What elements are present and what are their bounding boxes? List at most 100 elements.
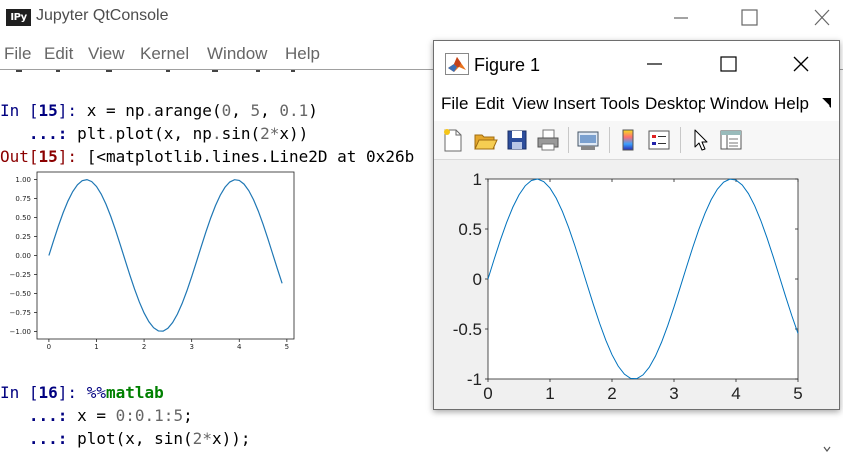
code-token: plot(x, sin( [67,429,193,448]
code-token: x = [67,406,116,425]
colorbar-icon[interactable] [615,127,641,153]
menu-file[interactable]: File [4,44,32,63]
fig-menu-edit[interactable]: Edit [475,94,505,113]
prompt-out-number: 15 [38,147,58,166]
menu-view[interactable]: View [88,44,125,63]
cell-magic-name: matlab [105,383,164,402]
legend-icon[interactable] [646,127,672,153]
code-token: x = np [77,101,145,120]
x-tick-label: 3 [189,343,193,351]
fig-menu-tools[interactable]: Tools [600,94,640,113]
code-token: , [231,101,251,120]
figure-title: Figure 1 [474,55,541,75]
x-tick-label: 2 [607,384,616,403]
fig-menu-insert[interactable]: Insert [553,94,596,113]
x-tick-label: 1 [94,343,98,351]
y-tick-label: 0.00 [15,252,31,260]
open-file-icon[interactable] [472,127,498,153]
code-number: 0.1 [279,101,309,120]
matlab-logo-icon [445,53,469,75]
link-plot-icon[interactable] [575,127,601,153]
code-operator: * [269,124,280,143]
plot-axes-frame [36,171,295,340]
prompt-out-close: ]: [57,147,78,166]
code-token: arange( [154,101,222,120]
qtconsole-titlebar[interactable]: IPy Jupyter QtConsole [0,0,843,36]
continuation-line[interactable]: ...: plt.plot(x, np.sin(2*x)) [0,124,308,144]
code-token: . [144,101,155,120]
fig-menu-help[interactable]: Help [774,94,809,113]
close-icon [793,56,809,72]
x-tick-label: 0 [483,384,492,403]
x-tick-label: 5 [793,384,802,403]
matlab-figure-canvas[interactable]: -1 -0.5 0 0.5 1 0 1 2 3 4 5 [434,160,839,409]
y-tick-label: 0.5 [458,220,482,239]
property-inspector-icon[interactable] [718,127,744,153]
input-line[interactable]: In [16]: %%matlab [0,383,164,403]
ipython-icon: IPy [6,9,31,26]
close-button[interactable] [798,4,843,32]
fig-menu-window[interactable]: Window [710,94,768,113]
menu-edit[interactable]: Edit [44,44,74,63]
continuation-line[interactable]: ...: x = 0:0.1:5; [0,406,193,426]
prompt-continuation: ...: [0,124,68,143]
menu-kernel[interactable]: Kernel [140,44,190,63]
close-button[interactable] [781,50,821,78]
new-figure-icon[interactable] [440,127,466,153]
y-tick-label: -0.5 [453,320,482,339]
x-tick-label: 1 [545,384,554,403]
series-line [48,178,283,332]
minimize-icon [647,63,662,65]
save-icon[interactable] [504,127,530,153]
figure-titlebar[interactable]: Figure 1 [434,41,839,87]
toolbar-separator [568,127,569,153]
menu-overflow-icon[interactable] [819,96,833,110]
code-number: 5 [250,101,261,120]
output-text: [<matplotlib.lines.Line2D at 0x26b [77,147,415,166]
maximize-button[interactable] [726,4,772,32]
print-icon[interactable] [535,127,561,153]
toolbar-separator [609,127,610,153]
prompt-in: In [ [0,383,39,402]
menu-separator [0,69,843,70]
fig-menu-file[interactable]: File [441,94,469,113]
y-tick-label: 1 [473,170,482,189]
continuation-line[interactable]: ...: plot(x, sin(2*x)); [0,429,251,449]
fig-menu-desktop[interactable]: Desktop [645,94,705,113]
scroll-down-arrow-icon[interactable] [823,445,831,453]
code-number: 0.1 [134,406,164,425]
code-number: 2 [260,124,270,143]
matplotlib-inline-plot: −1.00 −0.75 −0.50 −0.25 0.00 0.25 0.50 0.75 1.00… [10,171,295,351]
fig-menu-view[interactable]: View [512,94,549,113]
code-operator: * [202,429,212,448]
y-tick-label: −1.00 [10,328,31,336]
matlab-figure-window: Figure 1 File Edit View Insert Tools Des… [433,40,840,410]
input-line[interactable]: In [15]: x = np.arange(0, 5, 0.1) [0,101,318,121]
minimize-button[interactable] [658,4,704,32]
code-number: 0 [115,406,126,425]
prompt-out: Out[ [0,147,39,166]
menu-help[interactable]: Help [285,44,320,63]
menu-window[interactable]: Window [207,44,268,63]
close-icon [814,9,830,26]
code-token: , [260,101,280,120]
maximize-button[interactable] [708,50,748,78]
toolbar-separator [680,127,681,153]
prompt-continuation: ...: [0,429,68,448]
x-tick-label: 2 [142,343,146,351]
maximize-icon [720,56,737,72]
code-token: x)); [211,429,251,448]
minimize-icon [674,17,688,19]
y-tick-label: 0 [473,270,482,289]
minimize-button[interactable] [634,50,674,78]
edit-plot-pointer-icon[interactable] [687,127,713,153]
y-tick-label: 0.50 [15,214,31,222]
x-tick-label: 4 [237,343,242,351]
output-line[interactable]: Out[15]: [<matplotlib.lines.Line2D at 0x… [0,147,414,167]
prompt-in-close: ]: [57,101,78,120]
prompt-in: In [ [0,101,39,120]
prompt-number: 16 [38,383,58,402]
code-number: 0 [221,101,232,120]
y-tick-label: 1.00 [15,176,31,184]
prompt-in-close: ]: [57,383,78,402]
